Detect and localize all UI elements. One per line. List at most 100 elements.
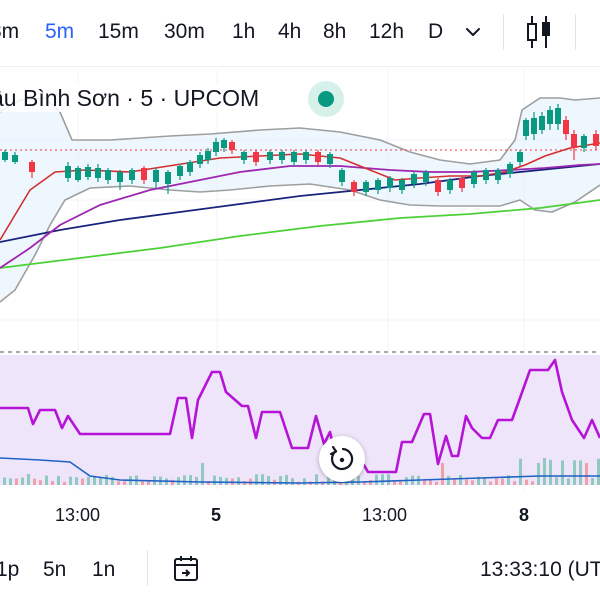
volume-bar: [195, 476, 198, 485]
volume-bar: [117, 481, 120, 485]
moving-average-long: [0, 199, 600, 269]
time-axis-label: 13:00: [362, 505, 408, 525]
moving-average-mid: [0, 163, 600, 269]
volume-bar: [87, 476, 90, 485]
candle-body: [197, 155, 203, 164]
toolbar-bottom-border: [0, 66, 600, 67]
candle-body: [303, 152, 309, 160]
candle-body: [581, 136, 587, 148]
volume-bar: [261, 474, 264, 485]
candle-body: [507, 164, 513, 174]
reset-chart-button[interactable]: [319, 436, 365, 482]
candle-body: [459, 178, 465, 188]
timeframe-3m[interactable]: 3m: [0, 20, 20, 43]
timeframe-12h[interactable]: 12h: [369, 20, 405, 43]
candle-body: [563, 120, 569, 134]
timeframe-8h[interactable]: 8h: [323, 20, 347, 43]
candle-body: [141, 168, 147, 180]
candle-body: [517, 152, 523, 162]
candle-body: [12, 155, 18, 162]
candle-body: [105, 170, 111, 180]
candlestick-icon[interactable]: [525, 14, 553, 50]
range-5n[interactable]: 5n: [43, 558, 67, 581]
volume-bar: [369, 480, 372, 485]
candle-body: [187, 162, 193, 172]
volume-bar: [525, 479, 528, 485]
volume-bar: [483, 477, 486, 485]
volume-bar: [69, 476, 72, 485]
candle-body: [351, 182, 357, 192]
volume-bar: [573, 460, 576, 485]
volume-bar: [585, 463, 588, 485]
volume-bar: [561, 460, 564, 485]
volume-bar: [213, 475, 216, 485]
volume-bar: [81, 478, 84, 485]
volume-bar: [591, 478, 594, 485]
symbol-legend[interactable]: âu Bình Sơn · 5 · UPCOM: [0, 84, 266, 112]
candle-body: [95, 168, 101, 178]
calendar-icon[interactable]: [172, 554, 202, 584]
candle-body: [117, 172, 123, 182]
volume-bar: [549, 459, 552, 485]
bollinger-upper-line: [0, 97, 600, 165]
candle-body: [85, 167, 91, 177]
volume-bar: [567, 478, 570, 485]
volume-bar: [357, 476, 360, 485]
volume-bar: [477, 476, 480, 485]
candle-body: [399, 180, 405, 190]
candle-body: [241, 152, 247, 160]
volume-bar: [279, 476, 282, 485]
timeframe-30m[interactable]: 30m: [164, 20, 205, 43]
volume-bar: [111, 476, 114, 485]
volume-moving-average: [0, 457, 600, 484]
timeframe-toolbar: 3m 5m 15m 30m 1h 4h 8h 12h D: [0, 0, 600, 64]
candle-body: [177, 166, 183, 176]
volume-bar: [447, 475, 450, 485]
volume-bar: [441, 463, 444, 485]
timeframe-4h[interactable]: 4h: [278, 20, 302, 43]
range-1n[interactable]: 1n: [92, 558, 116, 581]
volume-bar: [501, 478, 504, 485]
volume-bar: [579, 460, 582, 485]
candle-body: [253, 152, 259, 162]
volume-bar: [9, 478, 12, 485]
candles: [2, 104, 599, 196]
timeframe-d[interactable]: D: [428, 20, 444, 43]
candle-body: [593, 134, 599, 146]
candle-body: [153, 170, 159, 182]
volume-bar: [171, 479, 174, 485]
volume-bar: [99, 477, 102, 485]
candle-body: [129, 170, 135, 180]
candle-body: [375, 180, 381, 190]
toolbar-divider: [503, 14, 504, 50]
volume-bar: [381, 474, 384, 485]
range-divider: [147, 550, 148, 586]
volume-bar: [597, 458, 600, 485]
volume-bar: [45, 475, 48, 485]
timeframe-1h[interactable]: 1h: [232, 20, 256, 43]
volume-bar: [57, 475, 60, 485]
market-status-indicator[interactable]: [308, 81, 344, 117]
volume-bar: [105, 474, 108, 485]
volume-bar: [147, 481, 150, 485]
volume-bar: [459, 475, 462, 485]
timeframe-5m[interactable]: 5m: [45, 20, 75, 43]
bollinger-lower-line: [0, 183, 600, 303]
volume-bar: [429, 480, 432, 485]
candle-body: [523, 120, 529, 136]
price-chart[interactable]: [0, 66, 600, 540]
volume-bar: [33, 478, 36, 485]
timeframe-15m[interactable]: 15m: [98, 20, 139, 43]
volume-bar: [543, 458, 546, 485]
time-axis-label: 13:00: [55, 505, 101, 525]
volume-bar: [531, 481, 534, 485]
volume-bar: [219, 476, 222, 485]
volume-bar: [285, 475, 288, 485]
volume-bar: [21, 477, 24, 485]
chevron-down-icon[interactable]: [462, 22, 484, 42]
candle-body: [387, 178, 393, 188]
volume-bar: [399, 479, 402, 485]
range-1p[interactable]: 1p: [0, 558, 20, 581]
toolbar-divider: [575, 14, 576, 50]
volume-bar: [51, 481, 54, 485]
